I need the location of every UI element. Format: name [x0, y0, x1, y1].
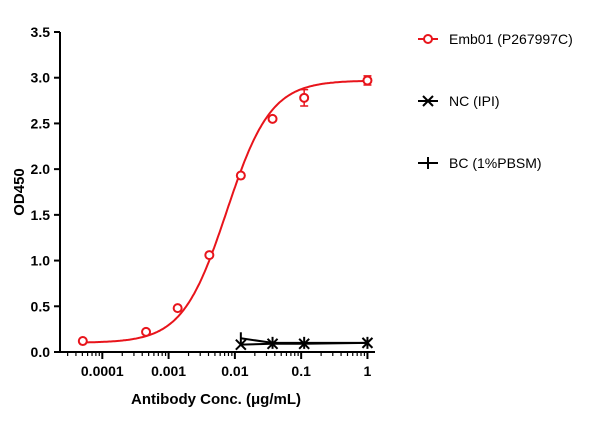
x-tick-label: 0.1 [291, 363, 311, 379]
data-point [172, 303, 183, 314]
x-tick-label: 0.001 [151, 363, 186, 379]
x-tick-label: 1 [364, 363, 372, 379]
fit-curve-emb01 [82, 79, 367, 344]
y-tick-label: 0.5 [31, 298, 51, 314]
x-tick-label: 0.01 [221, 363, 248, 379]
y-axis-label: OD450 [11, 168, 28, 216]
data-point [77, 336, 88, 347]
y-tick-label: 3.0 [31, 70, 51, 86]
y-tick-label: 0.0 [31, 344, 51, 360]
data-point [235, 170, 246, 181]
y-tick-label: 1.5 [31, 207, 51, 223]
legend-label: NC (IPI) [449, 93, 500, 109]
axes: 0.0 0.5 1.0 1.5 2.0 2.5 3.0 3.5 0.0001 0.001 0.01 0… [31, 24, 375, 379]
data-point [267, 113, 278, 124]
y-tick-label: 1.0 [31, 253, 51, 269]
y-tick-label: 2.5 [31, 115, 51, 131]
legend: Emb01 (P267997C) NC (IPI) BC (1%PBSM) [418, 31, 573, 171]
data-point [362, 75, 373, 86]
data-point [299, 92, 310, 103]
legend-label: Emb01 (P267997C) [449, 31, 573, 47]
data-point [204, 250, 215, 261]
data-point [141, 326, 152, 337]
legend-label: BC (1%PBSM) [449, 155, 542, 171]
x-axis-label: Antibody Conc. (μg/mL) [131, 391, 301, 408]
y-tick-label: 3.5 [31, 24, 51, 40]
plot-area [77, 75, 374, 351]
series-line-2 [240, 337, 368, 344]
legend-marker [423, 34, 433, 44]
data-point [235, 338, 247, 351]
y-tick-label: 2.0 [31, 161, 51, 177]
legend-marker [422, 95, 434, 107]
x-tick-label: 0.0001 [81, 363, 124, 379]
